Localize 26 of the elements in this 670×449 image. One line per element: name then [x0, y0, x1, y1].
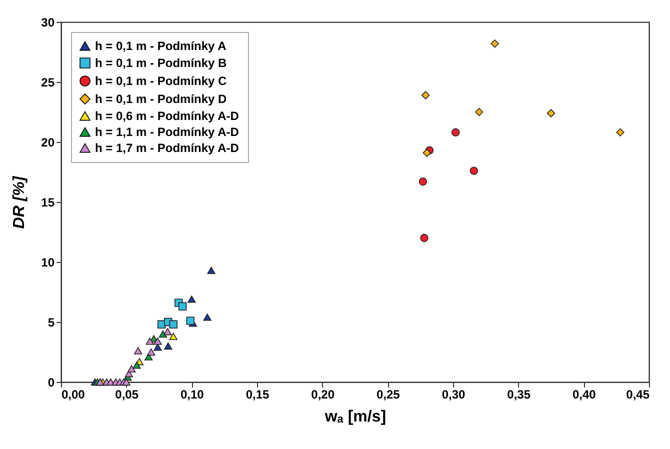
y-tick-label: 0	[48, 376, 55, 390]
x-tick-label: 0,00	[62, 388, 86, 402]
y-tick-label: 5	[48, 316, 55, 330]
y-tick-label: 25	[41, 76, 55, 90]
legend-label: h = 1,1 m - Podmínky A-D	[95, 125, 240, 139]
x-tick-label: 0,15	[246, 388, 270, 402]
y-tick-label: 15	[41, 196, 55, 210]
legend-label: h = 0,1 m - Podmínky C	[95, 74, 228, 88]
legend-label: h = 0,1 m - Podmínky B	[95, 56, 228, 70]
legend-label: h = 1,7 m - Podmínky A-D	[95, 141, 240, 155]
y-axis-title: DR [%]	[11, 176, 28, 229]
x-tick-label: 0,05	[115, 388, 139, 402]
x-tick-label: 0,45	[626, 388, 650, 402]
y-tick-label: 10	[41, 256, 55, 270]
x-tick-label: 0,10	[180, 388, 204, 402]
x-tick-label: 0,30	[442, 388, 466, 402]
legend-label: h = 0,1 m - Podmínky D	[95, 92, 228, 106]
y-tick-label: 30	[41, 16, 55, 30]
x-tick-label: 0,20	[311, 388, 335, 402]
legend-label: h = 0,6 m - Podmínky A-D	[95, 109, 240, 123]
x-tick-label: 0,35	[507, 388, 531, 402]
x-tick-label: 0,40	[572, 388, 596, 402]
x-tick-label: 0,25	[376, 388, 400, 402]
y-tick-label: 20	[41, 136, 55, 150]
legend-label: h = 0,1 m - Podmínky A	[95, 39, 227, 53]
x-axis-title: wₐ [m/s]	[324, 408, 386, 426]
